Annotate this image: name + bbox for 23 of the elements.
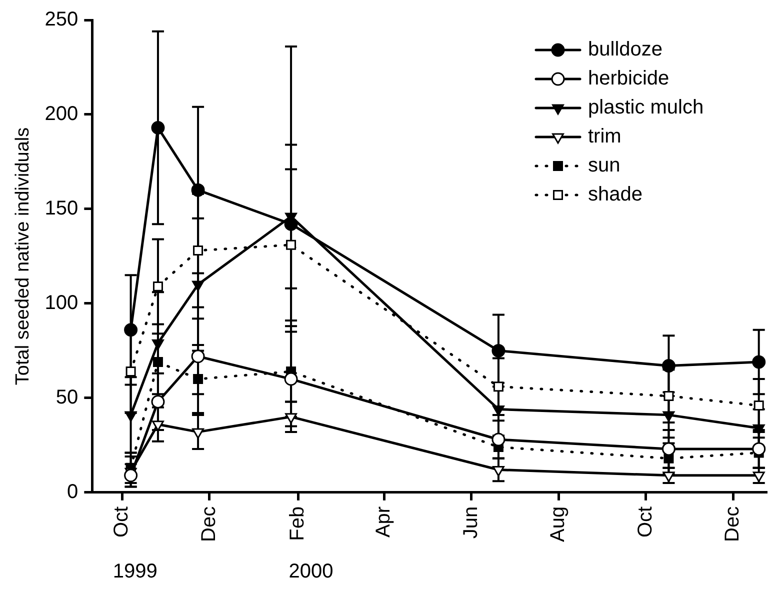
y-tick-label: 0 [67,480,78,503]
y-tick-label: 50 [56,386,78,408]
legend-label: shade [588,184,642,206]
legend-label: sun [588,154,620,177]
legend-label: herbicide [588,68,670,90]
x2-tick-label: 2000 [288,560,334,583]
x-tick-label: Apr [372,506,395,538]
x-tick-label: Jun [460,506,482,539]
y-tick-label: 150 [44,197,78,220]
x2-tick-label: 1999 [112,560,158,583]
x-tick-label: Oct [634,506,656,538]
y-tick-label: 250 [44,8,78,31]
y-tick-label: 100 [44,292,78,314]
legend-label: plastic mulch [588,96,704,119]
legend-label: trim [588,126,622,148]
y-axis-title: Total seeded native individuals [12,127,34,386]
x-tick-label: Dec [198,506,220,542]
x-tick-label: Oct [110,506,133,538]
legend-label: bulldoze [588,38,663,61]
x-tick-label: Aug [547,506,570,542]
x-tick-label: Dec [722,506,744,542]
x-tick-label: Feb [286,506,309,541]
y-tick-label: 200 [44,103,78,125]
